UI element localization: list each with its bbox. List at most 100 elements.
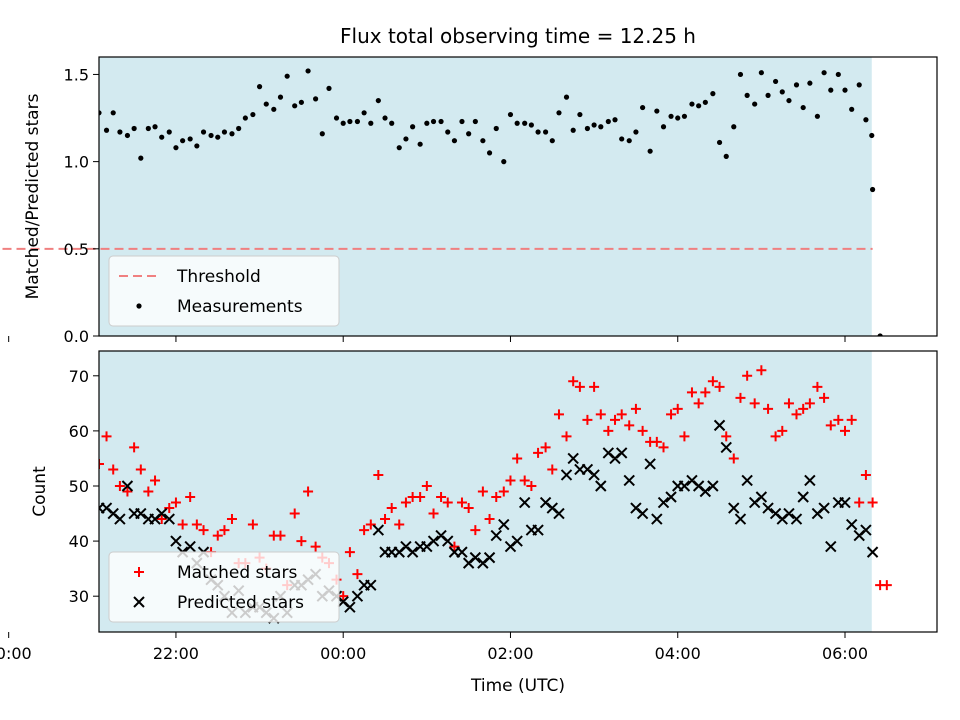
matched-star-point: [394, 519, 405, 530]
bottom-panel-counts: 304050607018:0020:0022:0000:0002:0004:00…: [0, 350, 938, 663]
matched-star-point: [812, 381, 823, 392]
predicted-star-point: [595, 480, 607, 492]
measurement-point: [110, 110, 116, 116]
matched-star-point: [700, 387, 711, 398]
matched-star-point: [400, 497, 411, 508]
predicted-star-point: [560, 469, 573, 481]
measurement-point: [849, 106, 855, 112]
axes-frame: [98, 56, 938, 337]
measurement-point: [493, 125, 499, 132]
measurement-point: [131, 125, 137, 132]
x-tick-label: 06:00: [822, 644, 868, 663]
measurement-point: [187, 136, 193, 142]
y-tick-label: 50: [69, 477, 89, 496]
measurement-point: [668, 113, 674, 119]
measurement-point: [612, 117, 618, 123]
matched-star-point: [860, 469, 871, 480]
measurement-point: [277, 94, 284, 100]
matched-star-point: [540, 442, 551, 453]
measurement-point: [99, 110, 102, 116]
matched-star-point: [122, 486, 133, 497]
y-tick-label: 1.5: [64, 65, 89, 84]
predicted-star-point: [657, 496, 670, 509]
predicted-star-point: [553, 507, 565, 520]
x-tick-label: 04:00: [655, 644, 701, 663]
matched-star-point: [804, 398, 815, 409]
measurement-point: [549, 138, 555, 144]
matched-star-point: [867, 497, 878, 508]
matched-star-point: [846, 414, 857, 425]
predicted-star-point: [365, 579, 377, 591]
matched-star-point: [421, 480, 432, 491]
matched-star-point: [651, 436, 662, 447]
measurement-point: [633, 129, 639, 135]
measurement-point: [793, 82, 800, 88]
legend-label: Threshold: [176, 267, 261, 287]
matched-star-point: [658, 442, 669, 453]
predicted-star-point: [490, 529, 502, 542]
measurement-point: [647, 148, 653, 154]
measurement-point: [835, 71, 841, 78]
matched-star-point: [553, 409, 564, 420]
matched-star-point: [470, 525, 481, 536]
predicted-star-point: [825, 540, 837, 553]
legend-box: [108, 551, 340, 623]
legend-label: Predicted stars: [177, 593, 304, 613]
measurement-point: [305, 68, 311, 74]
matched-star-point: [574, 381, 585, 392]
measurement-point: [242, 115, 248, 121]
measurement-point: [507, 111, 514, 118]
matched-star-point: [512, 453, 523, 464]
matched-star-point: [742, 370, 753, 381]
matched-star-point: [714, 381, 725, 392]
predicted-star-point: [588, 469, 600, 481]
predicted-star-point: [615, 447, 628, 459]
predicted-star-point: [372, 524, 385, 536]
predicted-star-point: [456, 546, 468, 558]
measurement-point: [166, 129, 172, 135]
matched-star-point: [135, 464, 146, 475]
predicted-star-point: [498, 518, 510, 531]
matched-star-point: [101, 431, 112, 442]
matched-star-point: [763, 403, 774, 414]
x-tick-label: 02:00: [487, 644, 533, 663]
measurement-point: [716, 139, 723, 146]
measurement-point: [681, 113, 688, 119]
measurement-point: [800, 104, 806, 111]
matched-star-point: [630, 403, 641, 414]
matched-star-point: [533, 447, 544, 458]
measurement-point: [354, 118, 361, 125]
matched-star-point: [143, 486, 154, 497]
measurement-point: [654, 108, 660, 114]
measurement-point: [619, 136, 625, 142]
matched-star-point: [108, 464, 119, 475]
measurement-point: [361, 110, 367, 116]
measurement-point: [236, 125, 242, 132]
axes-frame: [98, 350, 938, 633]
y-tick-label: 30: [69, 587, 89, 606]
measurement-point: [723, 153, 729, 159]
matched-star-point: [156, 514, 167, 525]
matched-star-point: [693, 398, 704, 409]
measurement-point: [863, 117, 869, 123]
x-tick-label: 00:00: [320, 644, 366, 663]
predicted-star-point: [866, 546, 879, 558]
measurement-point: [124, 132, 131, 139]
matched-star-point: [721, 431, 732, 442]
legend: Matched stars Predicted stars: [108, 551, 340, 623]
matched-star-point: [352, 569, 363, 580]
predicted-star-point: [845, 518, 858, 531]
predicted-star-point: [713, 419, 726, 432]
measurement-point: [486, 150, 493, 156]
measurement-point: [870, 186, 876, 193]
matched-star-point: [595, 409, 606, 420]
predicted-star-point: [184, 540, 196, 553]
predicted-star-point: [427, 535, 440, 547]
matched-star-point: [833, 414, 844, 425]
matched-star-point: [798, 403, 809, 414]
matched-star-point: [610, 414, 621, 425]
measurement-point: [173, 145, 179, 151]
predicted-star-point: [755, 491, 768, 503]
predicted-star-point: [720, 441, 732, 454]
y-tick-label: 0.5: [64, 240, 89, 259]
